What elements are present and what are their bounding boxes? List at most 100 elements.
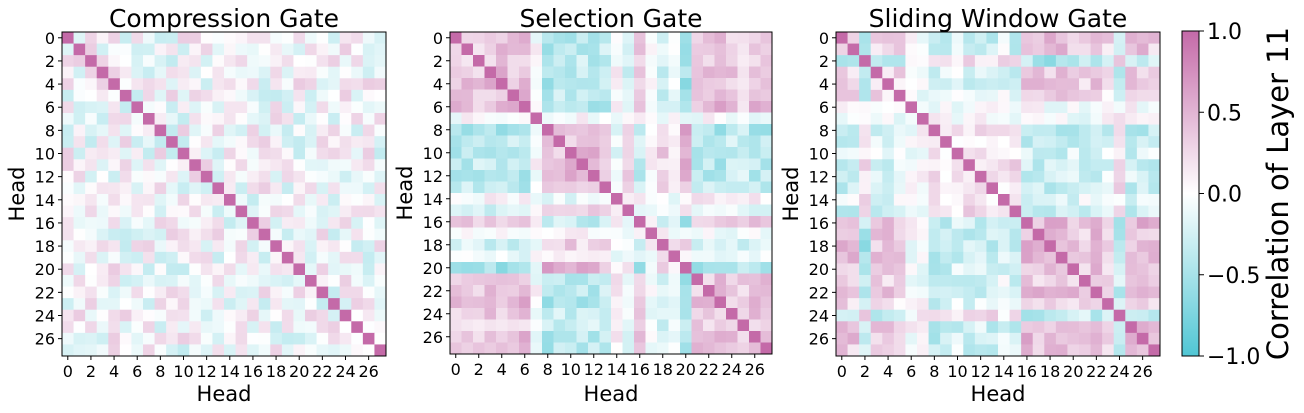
heatmap-cell [507, 89, 520, 102]
heatmap-cell [316, 286, 329, 299]
heatmap-cell [154, 55, 167, 68]
heatmap-cell [166, 66, 179, 79]
heatmap-cell [85, 32, 98, 44]
heatmap-cell [281, 275, 294, 287]
heatmap-cell [542, 342, 554, 355]
heatmap-cell [1032, 170, 1045, 183]
heatmap-cell [247, 182, 260, 195]
heatmap-cell [166, 275, 179, 287]
heatmap-cell [760, 78, 773, 90]
heatmap-cell [668, 319, 681, 332]
heatmap-cell [588, 112, 600, 125]
heatmap-cell [143, 194, 155, 206]
y-tick-label: 22 [35, 283, 55, 302]
heatmap-cell [893, 344, 906, 357]
heatmap-cell [951, 286, 964, 299]
heatmap-cell [737, 158, 750, 171]
heatmap-cell [1055, 124, 1068, 137]
heatmap-cell [1021, 228, 1034, 241]
heatmap-cell [62, 89, 74, 102]
heatmap-cell [1009, 170, 1022, 183]
heatmap-cell [749, 227, 761, 240]
y-tick-label: 6 [45, 98, 55, 117]
heatmap-cell [917, 43, 929, 56]
y-tick-label: 0 [433, 29, 443, 48]
heatmap-cell [940, 32, 953, 44]
heatmap-cell [565, 239, 577, 251]
heatmap-cell [668, 285, 681, 297]
heatmap-cell [974, 43, 987, 56]
heatmap-cell [542, 158, 554, 171]
heatmap-cell [917, 113, 929, 125]
heatmap-cell [760, 239, 773, 251]
heatmap-cell [928, 89, 941, 102]
heatmap-cell [85, 298, 98, 311]
heatmap-cell [496, 227, 508, 240]
heatmap-cell [836, 113, 848, 125]
heatmap-cell [484, 135, 497, 148]
heatmap-cell [351, 136, 364, 149]
y-tick-label: 14 [35, 191, 55, 210]
y-tick-label: 8 [433, 121, 443, 140]
heatmap-cell [143, 228, 155, 241]
heatmap-cell [96, 182, 109, 195]
heatmap-cell [940, 321, 953, 334]
heatmap-cell [986, 182, 999, 195]
heatmap-cell [1021, 275, 1034, 287]
heatmap-cell [154, 89, 167, 102]
heatmap-cell [212, 182, 225, 195]
heatmap-cell [905, 136, 918, 149]
heatmap-cell [1055, 170, 1068, 183]
heatmap-cell [645, 239, 658, 251]
heatmap-cell [928, 113, 941, 125]
heatmap-cell [212, 136, 225, 149]
heatmap-cell [691, 158, 704, 171]
heatmap-cell [893, 217, 906, 230]
heatmap-cell [940, 89, 953, 102]
panel-title: Compression Gate [109, 4, 339, 33]
heatmap-cell [1125, 263, 1138, 276]
heatmap-cell [1113, 344, 1126, 357]
heatmap-cell [986, 147, 999, 160]
heatmap-cell [542, 135, 554, 148]
heatmap-cell [847, 217, 860, 230]
heatmap-cell [189, 124, 202, 137]
heatmap-cell [859, 32, 872, 44]
heatmap-cell [496, 296, 508, 309]
heatmap-cell [588, 43, 600, 56]
heatmap-cell [461, 342, 474, 355]
heatmap-cell [154, 286, 167, 299]
heatmap-cell [760, 308, 773, 320]
heatmap-cell [224, 275, 236, 287]
heatmap-cell [507, 158, 520, 171]
heatmap-cell [703, 331, 715, 343]
heatmap-cell [917, 78, 929, 91]
heatmap-cell [235, 170, 248, 183]
heatmap-cell [553, 262, 566, 274]
heatmap-cell [293, 43, 306, 56]
heatmap-cell [235, 217, 248, 230]
heatmap-cell [998, 286, 1010, 299]
heatmap-cell [131, 298, 144, 311]
heatmap-cell [247, 205, 260, 218]
heatmap-cell [634, 273, 646, 286]
heatmap-cell [1044, 286, 1057, 299]
heatmap-cell [461, 32, 474, 44]
heatmap-cell [599, 181, 612, 194]
heatmap-cell [622, 43, 635, 56]
heatmap-cell [305, 43, 317, 56]
x-tick-label: 24 [335, 362, 355, 381]
heatmap-cell [212, 275, 225, 287]
heatmap-cell [258, 89, 271, 102]
heatmap-cell [882, 205, 895, 218]
heatmap-cell [634, 331, 646, 343]
heatmap-cell [166, 344, 179, 357]
heatmap-cell [473, 181, 485, 194]
heatmap-cell [351, 194, 364, 206]
heatmap-cell [634, 262, 646, 274]
heatmap-cell [177, 43, 190, 56]
heatmap-cell [714, 158, 727, 171]
heatmap-cell [85, 286, 98, 299]
heatmap-cell [143, 182, 155, 195]
heatmap-cell [622, 204, 635, 217]
